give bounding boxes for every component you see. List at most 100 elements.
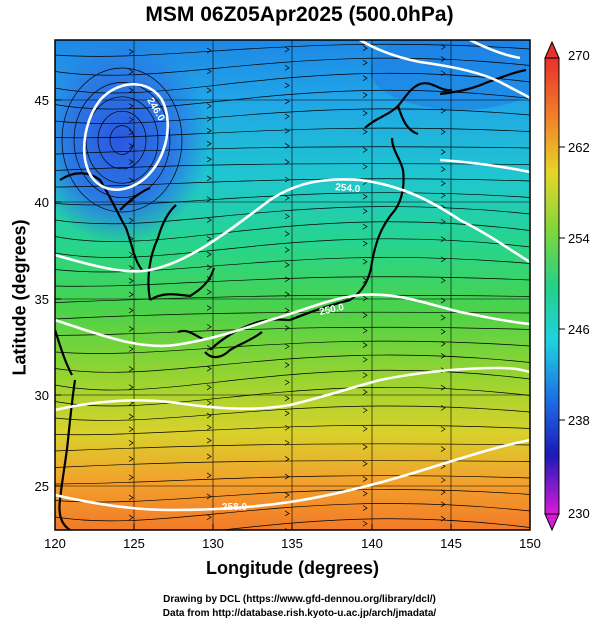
streamline-arrow xyxy=(284,128,290,134)
streamline-arrow xyxy=(128,103,134,109)
streamline-arrow xyxy=(128,426,134,433)
streamline-arrow xyxy=(284,262,290,268)
streamline-arrow xyxy=(362,356,368,363)
streamline-arrow xyxy=(362,59,368,66)
streamline-arrow xyxy=(440,328,446,335)
streamline xyxy=(55,340,530,354)
streamline-arrow xyxy=(440,180,446,187)
streamline-arrow xyxy=(440,353,446,359)
colorbar-max-arrow xyxy=(544,40,560,59)
colorbar-tick-label: 254 xyxy=(568,231,590,246)
streamline-arrow xyxy=(362,223,368,230)
streamline-arrow xyxy=(440,277,446,284)
streamline-arrow xyxy=(440,166,446,173)
streamline-arrow xyxy=(362,147,368,153)
streamline-arrow xyxy=(128,251,134,258)
streamline-arrow xyxy=(128,87,134,94)
streamline-arrow xyxy=(440,192,446,199)
data-credit: Data from http://database.rish.kyoto-u.a… xyxy=(162,608,437,619)
streamline-arrow xyxy=(362,389,368,395)
streamline-arrow xyxy=(284,510,290,517)
x-axis-label: Longitude (degrees) xyxy=(205,558,379,578)
streamline-arrow xyxy=(206,493,212,500)
streamline-arrow xyxy=(206,289,212,295)
streamline-arrow xyxy=(206,514,212,521)
streamline-arrow xyxy=(128,494,134,501)
map-title: MSM 06Z05Apr2025 (500.0hPa) xyxy=(145,3,454,26)
streamline-arrow xyxy=(284,362,290,368)
streamline-arrow xyxy=(206,103,212,109)
contour-label-254: 254.0 xyxy=(335,182,361,195)
y-tick-label: 25 xyxy=(35,479,49,494)
streamline xyxy=(55,127,530,139)
colorbar-tick-label: 246 xyxy=(568,322,590,337)
streamline-arrow xyxy=(206,324,212,330)
streamline-arrow xyxy=(206,412,212,419)
streamline-arrow xyxy=(440,70,446,77)
streamline xyxy=(55,503,530,522)
streamline-arrow xyxy=(362,128,368,135)
streamline-arrow xyxy=(440,477,446,483)
streamline-arrow xyxy=(440,340,446,347)
streamline-arrow xyxy=(362,110,368,116)
streamline-arrow xyxy=(440,44,446,50)
streamline xyxy=(55,192,530,206)
wind-streamlines xyxy=(55,43,530,530)
streamline-arrow xyxy=(440,256,446,263)
streamline-arrow xyxy=(362,193,368,200)
x-tick-label: 150 xyxy=(519,536,541,551)
streamline xyxy=(55,72,530,94)
streamline xyxy=(61,67,183,213)
streamline xyxy=(55,405,530,421)
streamline-arrow xyxy=(284,276,290,283)
colorbar-tick-label: 238 xyxy=(568,413,590,428)
streamline xyxy=(55,475,530,485)
streamline-arrow xyxy=(128,474,134,481)
streamline xyxy=(73,82,171,198)
streamline-arrow xyxy=(128,291,134,298)
streamline-arrow xyxy=(206,196,212,203)
x-tick-label: 125 xyxy=(123,536,145,551)
streamline-arrow xyxy=(206,305,212,311)
x-axis-ticks: 120 125 130 135 140 145 150 xyxy=(44,524,541,551)
colorbar-tick-label: 270 xyxy=(568,48,590,63)
streamline-arrow xyxy=(128,440,134,446)
streamline-arrow xyxy=(362,444,368,450)
x-tick-label: 130 xyxy=(202,536,224,551)
streamline-arrow xyxy=(128,413,134,420)
streamline-arrow xyxy=(284,456,290,462)
colorbar-tick-label: 230 xyxy=(568,506,590,521)
streamline-arrow xyxy=(440,236,446,242)
streamline-arrow xyxy=(128,366,134,372)
streamline-arrow xyxy=(440,107,446,114)
streamline-arrow xyxy=(206,264,212,271)
x-tick-label: 140 xyxy=(361,536,383,551)
temperature-contours xyxy=(55,40,530,512)
contour-label-250: 250.0 xyxy=(318,302,345,318)
gridlines xyxy=(55,40,530,530)
streamline-arrow xyxy=(284,379,290,386)
streamline-arrow xyxy=(284,307,290,314)
streamline-arrow xyxy=(284,82,290,89)
streamline-arrow xyxy=(362,92,368,98)
streamline-arrow xyxy=(206,87,212,94)
streamline xyxy=(55,43,530,57)
streamline-arrow xyxy=(284,325,290,331)
streamline-arrow xyxy=(128,277,134,284)
streamline-arrow xyxy=(206,251,212,258)
streamline-arrow xyxy=(206,472,212,479)
streamline-arrow xyxy=(128,217,134,224)
streamline-arrow xyxy=(440,314,446,321)
streamline xyxy=(55,424,530,436)
streamline-arrow xyxy=(206,400,212,406)
streamline-arrow xyxy=(128,116,134,123)
streamline xyxy=(55,89,530,110)
streamline-arrow xyxy=(362,258,368,265)
streamline xyxy=(85,96,159,184)
streamline-arrow xyxy=(440,129,446,135)
streamline-arrow xyxy=(362,342,368,348)
streamline-arrow xyxy=(128,265,134,271)
colorbar-min-arrow xyxy=(544,513,560,532)
streamline-arrow xyxy=(206,384,212,391)
contour-label-258: 258.0 xyxy=(222,502,247,513)
